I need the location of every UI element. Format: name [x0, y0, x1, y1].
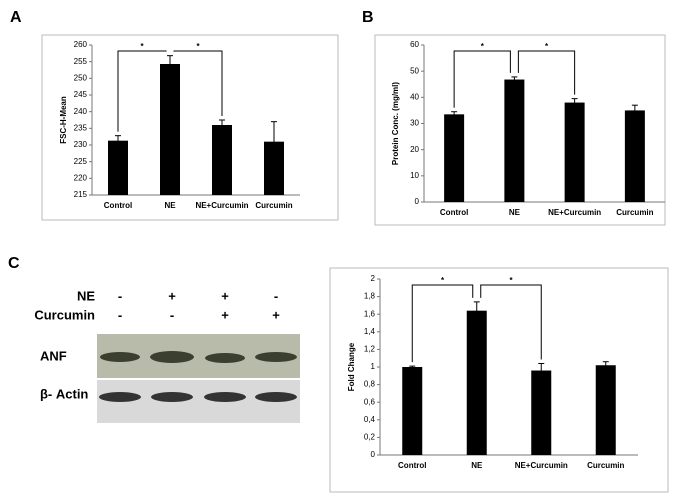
significance-label: * [509, 276, 513, 285]
condition-label: NE [77, 288, 95, 303]
y-tick-label: 2 [371, 274, 376, 283]
bar [504, 79, 525, 202]
x-tick-label: NE+Curcumin [548, 208, 601, 217]
bar [531, 370, 552, 455]
bar [264, 141, 284, 195]
x-tick-label: Curcumin [587, 461, 624, 470]
y-tick-label: 10 [410, 171, 419, 180]
significance-label: * [441, 276, 445, 285]
y-tick-label: 0,2 [364, 433, 376, 442]
y-tick-label: 1,8 [364, 292, 376, 301]
significance-bracket [453, 50, 511, 108]
y-tick-label: 220 [74, 173, 88, 182]
condition-label: Curcumin [34, 307, 95, 322]
condition-sign: + [168, 288, 176, 303]
significance-label: * [545, 42, 549, 51]
y-tick-label: 260 [74, 40, 88, 49]
condition-sign: + [221, 288, 229, 303]
y-tick-label: 50 [410, 66, 419, 75]
y-tick-label: 0 [371, 450, 376, 459]
bar [595, 365, 616, 455]
significance-bracket [517, 50, 576, 95]
y-tick-label: 250 [74, 73, 88, 82]
x-tick-label: NE [471, 461, 483, 470]
y-tick-label: 60 [410, 40, 419, 49]
condition-sign: - [274, 288, 278, 303]
y-tick-label: 235 [74, 123, 88, 132]
x-tick-label: NE+Curcumin [515, 461, 568, 470]
bar [160, 64, 180, 195]
y-tick-label: 0,6 [364, 397, 376, 406]
condition-sign: + [272, 307, 280, 322]
y-tick-label: 215 [74, 190, 88, 199]
y-tick-label: 225 [74, 157, 88, 166]
bar [212, 125, 232, 195]
y-tick-label: 230 [74, 140, 88, 149]
significance-bracket [117, 50, 167, 132]
y-tick-label: 1,2 [364, 345, 376, 354]
bar [444, 114, 465, 202]
y-tick-label: 1,6 [364, 309, 376, 318]
bar [402, 367, 423, 455]
y-tick-label: 0,4 [364, 415, 376, 424]
significance-label: * [140, 42, 144, 51]
x-tick-label: NE [164, 201, 176, 210]
significance-label: * [481, 42, 485, 51]
y-tick-label: 1,4 [364, 327, 376, 336]
significance-bracket [173, 50, 223, 116]
y-tick-label: 245 [74, 90, 88, 99]
condition-sign: - [170, 307, 174, 322]
condition-sign: - [118, 288, 122, 303]
bar [466, 310, 487, 455]
x-tick-label: Curcumin [255, 201, 292, 210]
x-tick-label: Control [440, 208, 468, 217]
y-tick-label: 30 [410, 119, 419, 128]
significance-bracket [411, 284, 474, 363]
bar [624, 110, 645, 202]
x-tick-label: Control [104, 201, 132, 210]
y-tick-label: 0 [415, 197, 420, 206]
x-tick-label: NE [509, 208, 521, 217]
x-tick-label: Control [398, 461, 426, 470]
actin-bands [99, 392, 297, 402]
panel-label: C [8, 255, 20, 272]
y-tick-label: 20 [410, 145, 419, 154]
condition-sign: - [118, 307, 122, 322]
y-tick-label: 255 [74, 57, 88, 66]
significance-bracket [480, 284, 542, 360]
y-axis-label: FSC-H-Mean [59, 96, 68, 144]
bar [108, 140, 128, 195]
chart-frame [329, 267, 669, 493]
y-axis-label: Fold Change [347, 342, 356, 391]
y-axis-label: Protein Conc. (mg/ml) [391, 82, 400, 165]
actin-blot [97, 380, 300, 423]
anf-bands [100, 351, 297, 363]
y-tick-label: 40 [410, 92, 419, 101]
y-tick-label: 1 [371, 362, 376, 371]
band-label: ANF [40, 348, 67, 363]
x-tick-label: NE+Curcumin [195, 201, 248, 210]
band-label: β- Actin [40, 386, 88, 401]
y-tick-label: 0,8 [364, 380, 376, 389]
chart-frame [41, 34, 339, 221]
x-tick-label: Curcumin [616, 208, 653, 217]
condition-sign: + [221, 307, 229, 322]
chart-frame [374, 34, 666, 226]
panel-label: A [10, 9, 22, 26]
y-tick-label: 240 [74, 107, 88, 116]
bar [564, 102, 585, 202]
panel-label: B [362, 9, 374, 26]
significance-label: * [196, 42, 200, 51]
